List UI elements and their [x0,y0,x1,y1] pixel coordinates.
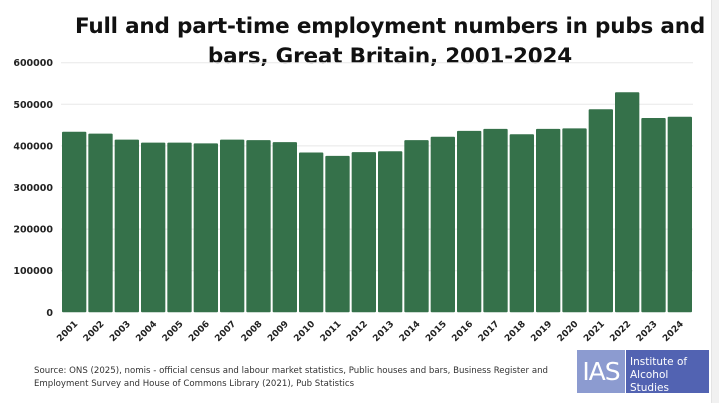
ias-logo: IAS Institute of Alcohol Studies [577,350,709,394]
y-tick-label: 100000 [13,266,53,277]
x-tick-label: 2001 [55,319,80,344]
x-tick-label: 2017 [477,319,502,344]
x-tick-label: 2016 [450,319,475,344]
x-tick-label: 2024 [661,319,686,344]
logo-name-line-2: Alcohol Studies [630,369,669,394]
bar-2024 [667,116,692,313]
x-tick-label: 2013 [371,319,396,344]
x-tick-label: 2022 [608,319,633,344]
x-tick-label: 2009 [266,319,291,344]
bar-2019 [536,128,561,313]
page-edge [711,0,719,403]
x-tick-label: 2018 [503,319,528,344]
bar-2007 [220,139,245,313]
y-tick-label: 600000 [13,58,53,69]
bar-2017 [483,128,508,313]
bar-2003 [114,139,139,313]
bar-2009 [272,142,297,313]
y-tick-label: 300000 [13,183,53,194]
bar-2023 [641,118,666,313]
x-tick-label: 2004 [134,319,159,344]
x-tick-label: 2007 [213,319,238,344]
bar-2006 [193,143,218,313]
y-tick-label: 0 [46,308,53,319]
bar-2012 [351,152,376,313]
bar-2002 [88,133,113,313]
bar-2016 [457,130,482,313]
logo-name-line-1: Institute of [630,356,688,368]
chart-title-line-1: Full and part-time employment numbers in… [74,14,706,39]
source-line-1: Source: ONS (2025), nomis - official cen… [34,366,548,376]
bar-2014 [404,140,429,313]
x-tick-label: 2005 [161,319,186,344]
x-tick-label: 2011 [319,319,344,344]
chart-title-line-2: bars, Great Britain, 2001-2024 [207,44,573,69]
bar-2013 [378,151,403,313]
bar-2011 [325,155,350,313]
x-tick-label: 2020 [556,319,581,344]
y-tick-label: 500000 [13,100,53,111]
bar-2010 [299,152,324,313]
x-tick-label: 2006 [187,319,212,344]
bar-2022 [615,92,640,313]
x-tick-label: 2014 [398,319,423,344]
logo-name: Institute of Alcohol Studies [626,350,709,394]
bar-2005 [167,142,192,313]
x-tick-label: 2019 [529,319,554,344]
bar-2021 [588,109,613,313]
bar-2015 [430,136,455,313]
x-tick-label: 2008 [240,319,265,344]
bar-2018 [509,134,534,313]
bar-2020 [562,128,587,313]
source-line-2: Employment Survey and House of Commons L… [34,379,355,389]
x-tick-label: 2012 [345,319,370,344]
y-tick-label: 400000 [13,141,53,152]
chart-title: Full and part-time employment numbers in… [60,12,719,72]
x-tick-label: 2003 [108,319,133,344]
x-tick-label: 2010 [292,319,317,344]
bar-2001 [62,131,87,313]
x-tick-label: 2002 [82,319,107,344]
x-tick-label: 2023 [635,319,660,344]
x-tick-label: 2021 [582,319,607,344]
bar-2008 [246,140,271,313]
x-tick-label: 2015 [424,319,449,344]
y-tick-label: 200000 [13,225,53,236]
source-note: Source: ONS (2025), nomis - official cen… [34,365,554,391]
bar-2004 [141,142,166,313]
logo-abbr: IAS [577,350,626,393]
